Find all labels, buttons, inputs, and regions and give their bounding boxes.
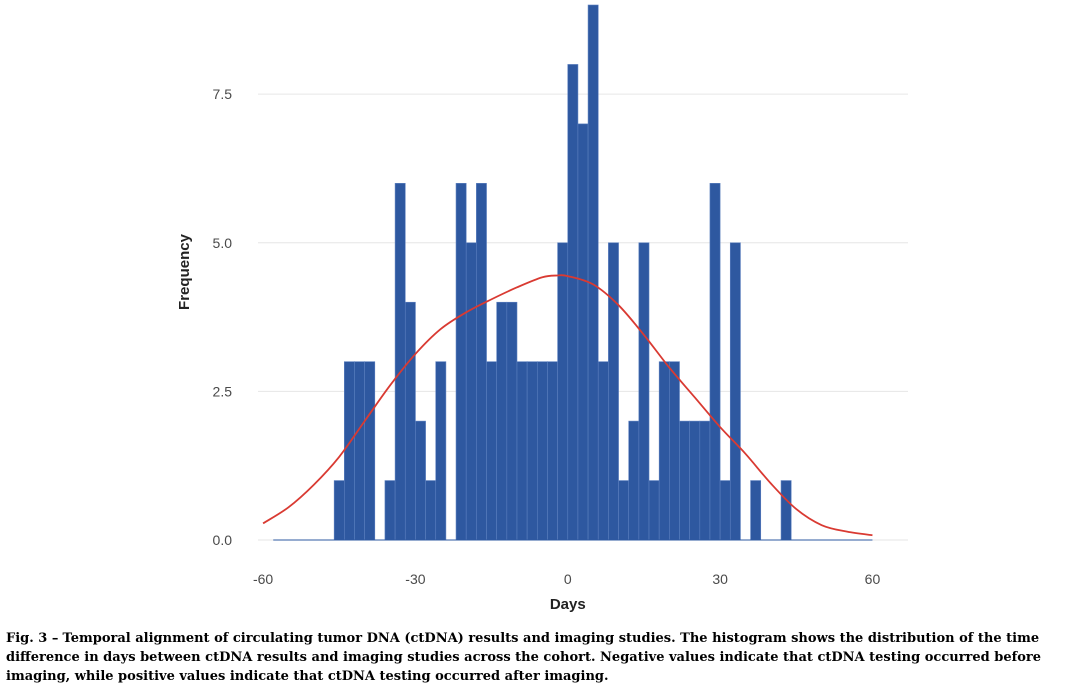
histogram-bar: [658, 361, 670, 541]
histogram-bar: [415, 420, 426, 541]
histogram-bar: [638, 242, 650, 541]
caption-label: Fig. 3 –: [6, 631, 59, 646]
histogram-bar: [384, 480, 396, 541]
histogram-bar: [435, 361, 447, 541]
x-tick-label: 0: [564, 571, 572, 587]
histogram-bar: [364, 361, 376, 541]
histogram-bar: [587, 4, 599, 541]
histogram-bar: [577, 123, 589, 541]
histogram-bar: [648, 480, 660, 541]
histogram-bar: [750, 480, 762, 541]
histogram-bar: [597, 361, 609, 541]
histogram-bar: [780, 480, 792, 541]
histogram-bar: [536, 361, 548, 541]
histogram-bar: [496, 301, 508, 541]
histogram-chart: -60 -30 0 30 60 0.0 2.5 5.0 7.5 Days Frequency: [176, 4, 908, 613]
histogram-bar: [506, 301, 518, 541]
histogram-bar: [354, 361, 365, 541]
normal-curve-layer: [262, 274, 873, 537]
x-axis-title: Days: [550, 596, 586, 613]
x-tick-label: -60: [253, 571, 273, 587]
histogram-bar: [486, 361, 497, 541]
histogram-bar: [516, 361, 528, 541]
x-tick-label: -30: [405, 571, 425, 587]
histogram-bar: [669, 361, 680, 541]
histogram-bar: [689, 420, 701, 541]
histogram-bar: [608, 242, 619, 541]
tick-labels: -60 -30 0 30 60 0.0 2.5 5.0 7.5: [213, 86, 881, 587]
normal-curve: [262, 274, 873, 537]
y-tick-label: 7.5: [213, 86, 233, 102]
histogram-bar: [567, 64, 579, 541]
y-tick-label: 5.0: [213, 235, 233, 251]
y-tick-label: 2.5: [213, 383, 233, 399]
histogram-bar: [476, 183, 487, 541]
histogram-bar: [344, 361, 355, 541]
histogram-bar: [729, 242, 741, 541]
x-tick-label: 60: [865, 571, 881, 587]
histogram-bar: [709, 183, 721, 541]
histogram-bar: [628, 420, 640, 541]
y-tick-label: 0.0: [213, 532, 233, 548]
histogram-bar: [557, 242, 569, 541]
histogram-bar: [394, 183, 406, 541]
histogram-bar: [425, 480, 437, 541]
histogram-bar: [404, 301, 416, 541]
caption-text: Temporal alignment of circulating tumor …: [6, 631, 1042, 684]
y-axis-title: Frequency: [176, 233, 193, 310]
histogram-bar: [333, 480, 345, 541]
histogram-bar: [679, 420, 690, 541]
histogram-bars: [273, 4, 873, 541]
histogram-bar: [547, 361, 558, 541]
histogram-bar: [618, 480, 630, 541]
x-tick-label: 30: [712, 571, 728, 587]
histogram-bar: [719, 480, 731, 541]
histogram-bar: [455, 183, 467, 541]
histogram-bar: [699, 420, 711, 541]
histogram-bar: [465, 242, 477, 541]
histogram-bar: [526, 361, 538, 541]
figure-caption: Fig. 3 – Temporal alignment of circulati…: [6, 629, 1074, 686]
